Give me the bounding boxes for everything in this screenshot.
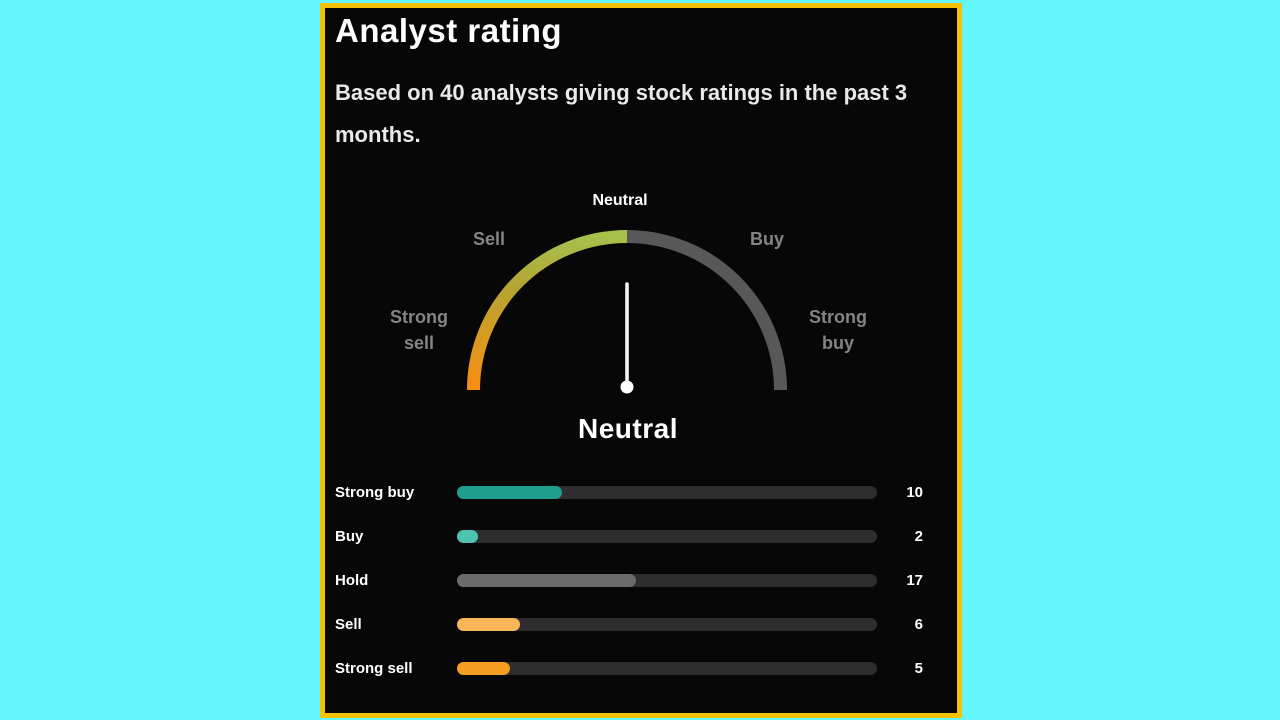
rating-bar-track [457, 662, 877, 675]
rating-gauge: Neutral Sell Buy Strong sell Strong buy [325, 180, 957, 420]
rating-bar-track [457, 530, 877, 543]
rating-bar-fill [457, 530, 478, 543]
rating-row-value: 5 [914, 660, 923, 677]
gauge-label-sell: Sell [472, 229, 506, 249]
rating-row-label: Hold [335, 572, 369, 589]
rating-row-label: Sell [335, 616, 362, 633]
page-title: Analyst rating [335, 12, 563, 49]
rating-row: Strong buy 10 [335, 483, 923, 503]
rating-row: Buy 2 [335, 527, 923, 547]
analyst-rating-card-body: Analyst rating Based on 40 analysts givi… [325, 8, 957, 713]
gauge-label-buy: Buy [749, 229, 785, 249]
rating-bar-fill [457, 618, 520, 631]
gauge-needle-pivot [620, 380, 634, 394]
rating-bar-track [457, 618, 877, 631]
rating-bar-track [457, 486, 877, 499]
rating-bar-fill [457, 662, 510, 675]
rating-row: Hold 17 [335, 571, 923, 591]
gauge-arc-graphic [467, 230, 787, 394]
rating-row-value: 6 [914, 616, 923, 633]
analyst-rating-card: Analyst rating Based on 40 analysts givi… [320, 3, 962, 718]
gauge-label-strong-buy: Strong buy [809, 307, 867, 353]
gauge-verdict-text: Neutral [578, 413, 678, 444]
rating-row-label: Buy [335, 528, 364, 545]
subtitle-text: Based on 40 analysts giving stock rating… [335, 80, 908, 147]
rating-row-label: Strong buy [335, 484, 415, 501]
gauge-label-neutral: Neutral [592, 192, 648, 209]
rating-bar-track [457, 574, 877, 587]
rating-row-label: Strong sell [335, 660, 413, 677]
rating-row: Strong sell 5 [335, 659, 923, 679]
rating-row-value: 10 [906, 484, 923, 501]
gauge-active-arc [467, 230, 628, 391]
rating-row-value: 2 [914, 528, 923, 545]
rating-bar-fill [457, 486, 562, 499]
gauge-label-strong-sell: Strong sell [390, 307, 448, 353]
gauge-inactive-arc [626, 230, 787, 391]
rating-row-value: 17 [906, 572, 923, 589]
rating-row: Sell 6 [335, 615, 923, 635]
rating-bar-fill [457, 574, 636, 587]
